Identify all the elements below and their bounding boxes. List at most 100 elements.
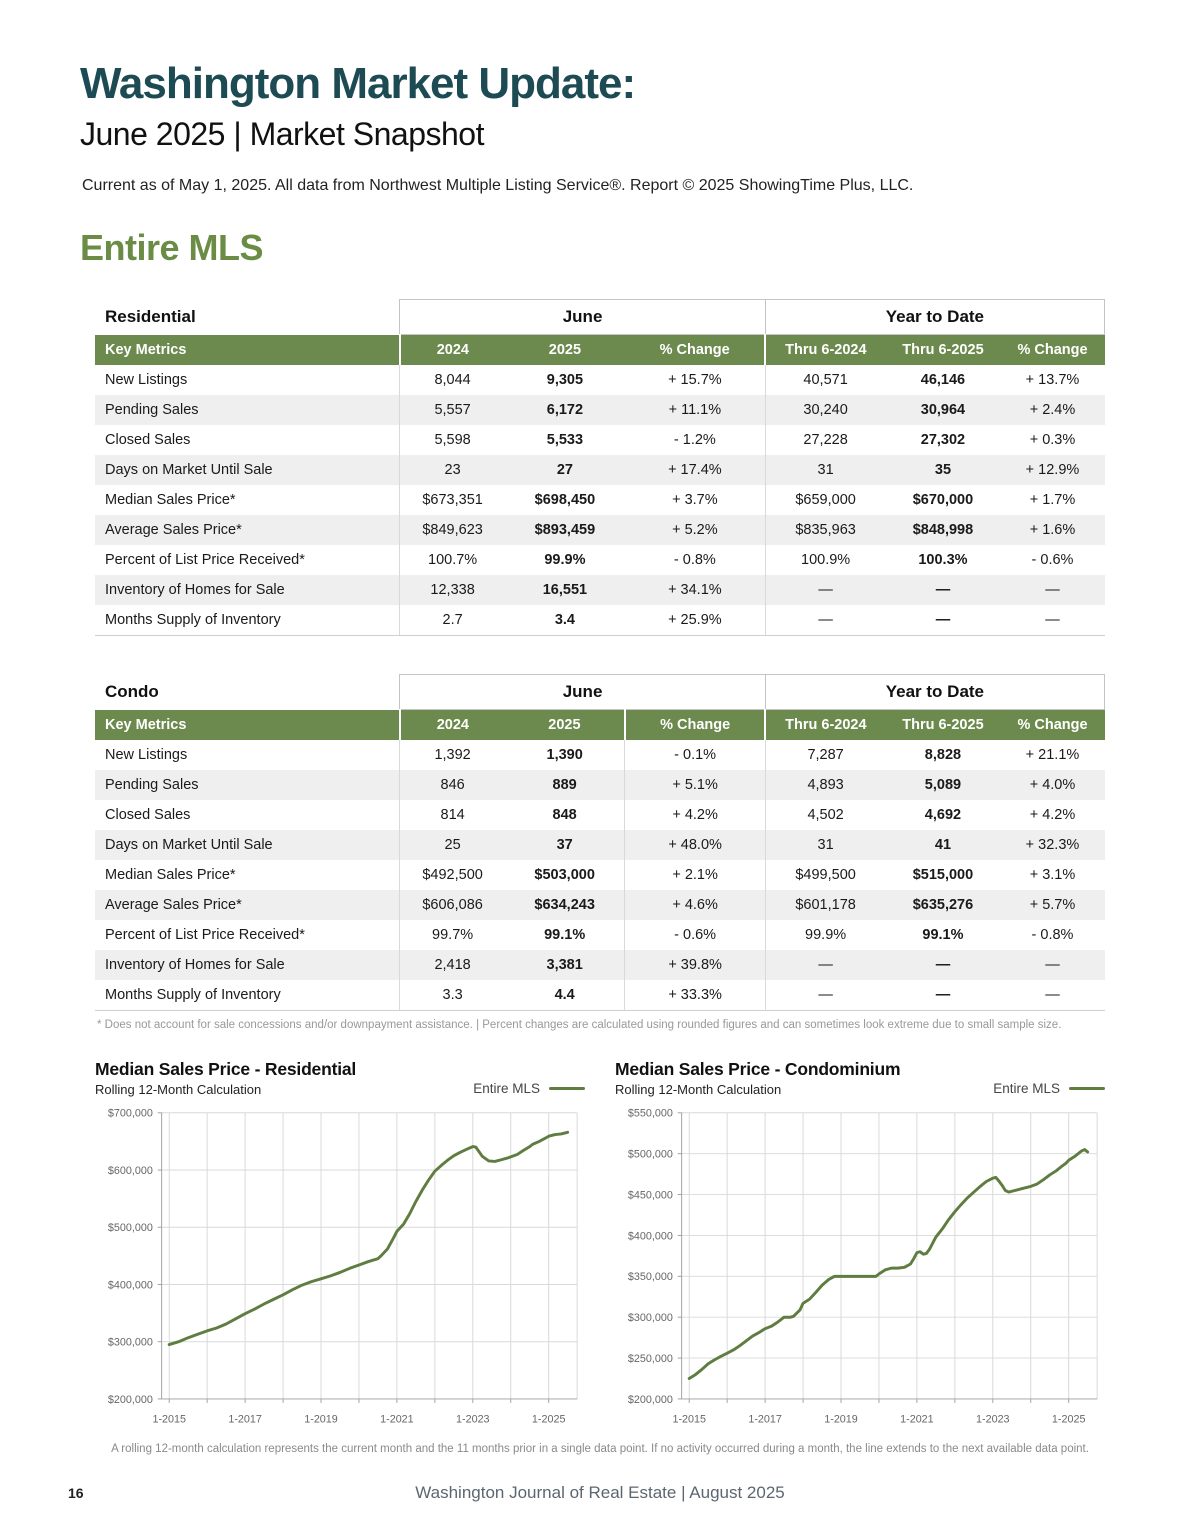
page-number: 16 <box>68 1485 84 1501</box>
chart-title: Median Sales Price - Residential <box>95 1059 357 1080</box>
value-cell: + 3.1% <box>1029 867 1076 884</box>
value-cell: 37 <box>556 837 573 854</box>
table-row: Days on Market Until Sale 25 37 + 48.0% 31 41… <box>95 830 1105 861</box>
value-cell: 2,418 <box>399 950 505 981</box>
column-header-2025: 2025 <box>504 709 625 741</box>
value-cell: + 17.4% <box>668 462 722 479</box>
value-cell: $503,000 <box>534 867 595 884</box>
value-cell: - 0.6% <box>624 920 766 951</box>
table-row: Months Supply of Inventory 3.3 4.4 + 33.3% —… <box>95 980 1105 1012</box>
svg-text:$200,000: $200,000 <box>108 1394 153 1406</box>
value-cell: 23 <box>399 455 505 486</box>
value-cell: $659,000 <box>764 485 886 516</box>
metric-cell: Average Sales Price* <box>105 522 242 539</box>
value-cell: + 34.1% <box>668 582 722 599</box>
table-row: Months Supply of Inventory 2.7 3.4 + 25.9% —… <box>95 605 1105 637</box>
value-cell: - 1.2% <box>673 432 716 449</box>
value-cell: — <box>885 605 1001 637</box>
value-cell: + 4.2% <box>1029 807 1076 824</box>
table-name: Condo <box>95 674 400 710</box>
svg-text:1-2025: 1-2025 <box>1052 1414 1086 1426</box>
condo-table: Condo June Year to Date Key Metrics 2024… <box>95 674 1106 1012</box>
metric-cell: New Listings <box>105 747 188 764</box>
table-name: Residential <box>95 299 400 335</box>
chart-subtitle: Rolling 12-Month Calculation <box>615 1082 782 1098</box>
column-header-key-metrics: Key Metrics <box>95 334 400 366</box>
value-cell: $601,178 <box>764 890 886 921</box>
chart-legend: Entire MLS <box>993 1081 1105 1097</box>
value-cell: 27,302 <box>920 432 966 449</box>
value-cell: + 12.9% <box>1025 462 1080 479</box>
value-cell: 99.1% <box>922 927 964 944</box>
metric-cell: Percent of List Price Received* <box>105 552 305 569</box>
legend-label: Entire MLS <box>993 1081 1060 1097</box>
value-cell: 40,571 <box>764 365 886 396</box>
svg-text:$400,000: $400,000 <box>108 1280 153 1292</box>
value-cell: 46,146 <box>920 372 966 389</box>
value-cell: $606,086 <box>399 890 505 921</box>
value-cell: $673,351 <box>399 485 505 516</box>
metric-cell: Months Supply of Inventory <box>95 605 400 637</box>
value-cell: 30,240 <box>764 395 886 426</box>
table-row: New Listings 8,044 9,305 + 15.7% 40,571 46,14… <box>95 365 1105 396</box>
table-row: Closed Sales 5,598 5,533 - 1.2% 27,228 27,302… <box>95 425 1105 456</box>
value-cell: — <box>1000 605 1105 637</box>
metric-cell: Inventory of Homes for Sale <box>105 582 285 599</box>
value-cell: $635,276 <box>912 897 974 914</box>
value-cell: $492,500 <box>399 860 505 891</box>
residential-price-chart: $200,000 $300,000 $400,000 $500,000 $600,000… <box>108 1108 578 1426</box>
metric-cell: Median Sales Price* <box>105 492 236 509</box>
value-cell: 5,533 <box>546 432 584 449</box>
svg-text:$400,000: $400,000 <box>628 1231 673 1243</box>
svg-text:$450,000: $450,000 <box>628 1190 673 1202</box>
svg-text:$500,000: $500,000 <box>628 1149 673 1161</box>
group-header-ytd: Year to Date <box>764 674 1106 711</box>
value-cell: 99.9% <box>764 920 886 951</box>
value-cell: 8,044 <box>399 365 505 396</box>
svg-text:$700,000: $700,000 <box>108 1108 153 1120</box>
table-row: Average Sales Price* $606,086 $634,243 + 4.… <box>95 890 1105 921</box>
svg-text:$500,000: $500,000 <box>108 1223 153 1235</box>
value-cell: 99.9% <box>544 552 586 569</box>
value-cell: 35 <box>934 462 952 479</box>
group-header-june: June <box>399 674 766 711</box>
value-cell: $849,623 <box>399 515 505 546</box>
value-cell: 5,598 <box>399 425 505 456</box>
value-cell: 846 <box>399 770 505 801</box>
svg-text:$300,000: $300,000 <box>628 1313 673 1325</box>
value-cell: — <box>764 605 886 637</box>
table-row: Median Sales Price* $492,500 $503,000 + 2.1… <box>95 860 1105 891</box>
value-cell: 6,172 <box>546 402 584 419</box>
value-cell: + 33.3% <box>624 980 766 1012</box>
table-group-header-row: Condo June Year to Date <box>95 674 1106 711</box>
value-cell: + 48.0% <box>624 830 766 861</box>
column-header-2024: 2024 <box>398 334 505 366</box>
value-cell: — <box>764 980 886 1012</box>
value-cell: - 0.6% <box>1031 552 1074 569</box>
value-cell: + 3.7% <box>672 492 718 509</box>
value-cell: 41 <box>934 837 952 854</box>
residential-table: Residential June Year to Date Key Metric… <box>95 299 1106 637</box>
table-column-header-row: Key Metrics 2024 2025 % Change Thru 6-20… <box>95 709 1105 741</box>
metric-cell: Median Sales Price* <box>105 867 236 884</box>
value-cell: + 1.6% <box>1029 522 1076 539</box>
value-cell: $634,243 <box>534 897 595 914</box>
metric-cell: Average Sales Price* <box>105 897 242 914</box>
value-cell: - 0.8% <box>1031 927 1074 944</box>
value-cell: $670,000 <box>912 492 974 509</box>
svg-text:1-2025: 1-2025 <box>532 1414 566 1426</box>
value-cell: + 5.2% <box>672 522 718 539</box>
column-header-pct-change-ytd: % Change <box>1000 334 1105 366</box>
legend-line-icon <box>1069 1087 1105 1091</box>
svg-text:$300,000: $300,000 <box>108 1337 153 1349</box>
value-cell: 30,964 <box>920 402 966 419</box>
metric-cell: Days on Market Until Sale <box>105 837 273 854</box>
value-cell: 1,392 <box>399 740 505 771</box>
value-cell: 2.7 <box>399 605 505 637</box>
value-cell: + 11.1% <box>668 402 722 419</box>
column-header-thru-2025: Thru 6-2025 <box>885 334 1001 366</box>
value-cell: — <box>764 575 886 606</box>
value-cell: + 4.0% <box>1029 777 1076 794</box>
value-cell: - 0.1% <box>624 740 766 771</box>
metric-cell: Inventory of Homes for Sale <box>105 957 285 974</box>
